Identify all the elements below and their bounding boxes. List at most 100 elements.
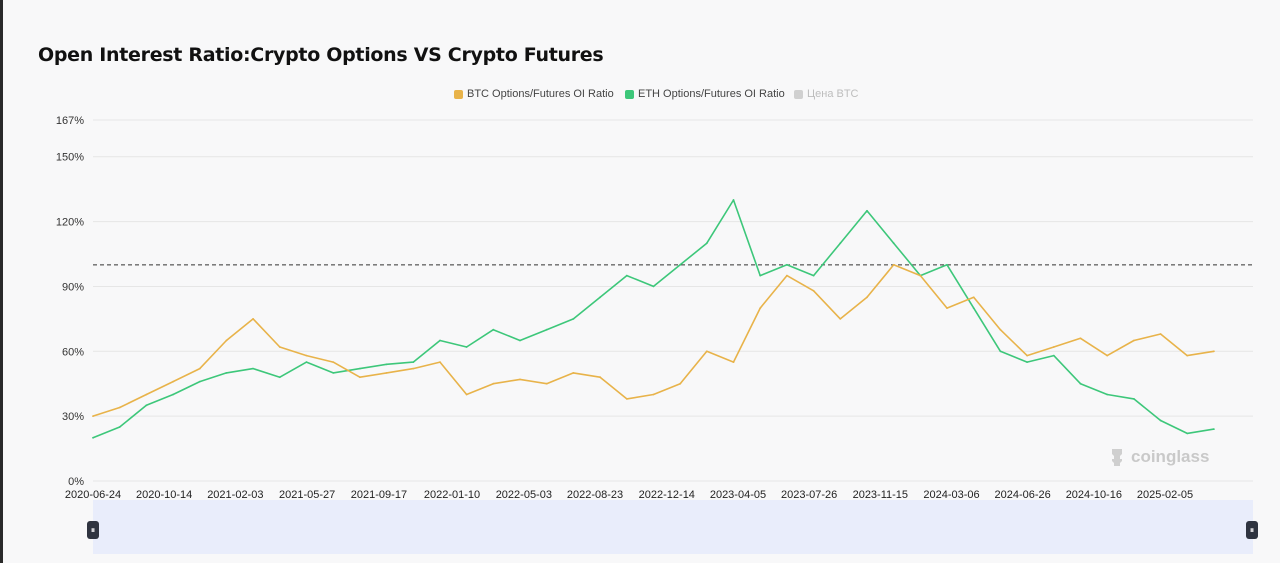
data-point-btc (545, 382, 548, 385)
data-point-btc (278, 346, 281, 348)
watermark: coinglass (1109, 447, 1209, 467)
data-point-eth (412, 361, 415, 363)
data-point-btc (1159, 333, 1162, 335)
data-point-eth (972, 307, 975, 309)
y-tick-label: 120% (56, 217, 84, 229)
legend-label-eth: ETH Options/Futures OI Ratio (638, 88, 785, 100)
data-point-eth (1052, 354, 1055, 357)
data-point-eth (332, 372, 335, 374)
data-point-btc (892, 263, 895, 266)
data-point-eth (1159, 419, 1162, 422)
data-point-eth (812, 274, 815, 277)
y-tick-label: 30% (62, 411, 84, 423)
x-tick-label: 2022-05-03 (496, 489, 552, 500)
data-point-btc (812, 289, 815, 292)
x-tick-label: 2024-10-16 (1066, 489, 1122, 500)
data-point-eth (92, 436, 94, 439)
line-chart: 0% 30% 60% 90% 120% 150% 167% 2020-06-24 2020-10… (56, 115, 1253, 500)
x-tick-label: 2021-05-27 (279, 489, 335, 500)
data-point-eth (679, 263, 682, 266)
data-point-eth (1133, 398, 1135, 400)
data-point-btc (332, 361, 335, 363)
x-tick-label: 2022-12-14 (639, 489, 695, 500)
data-point-btc (705, 350, 708, 353)
data-point-btc (839, 318, 842, 320)
data-point-eth (599, 296, 601, 299)
data-point-eth (1213, 428, 1215, 430)
data-point-eth (786, 263, 788, 266)
data-point-btc (572, 372, 575, 374)
x-tick-label: 2023-07-26 (781, 489, 837, 500)
y-tick-label: 60% (62, 346, 84, 358)
data-point-eth (1026, 361, 1028, 363)
data-point-btc (999, 328, 1002, 331)
y-tick-label: 90% (62, 281, 84, 293)
legend-item-btc-price[interactable]: Цена BTC (794, 88, 859, 100)
data-point-eth (465, 346, 468, 348)
data-point-btc (652, 393, 655, 396)
data-point-btc (305, 354, 308, 357)
data-point-eth (118, 426, 121, 428)
data-point-btc (1026, 354, 1028, 357)
legend-item-eth[interactable]: ETH Options/Futures OI Ratio (625, 88, 785, 100)
x-tick-label: 2021-02-03 (207, 489, 263, 500)
data-point-eth (732, 199, 735, 201)
data-point-eth (759, 274, 762, 277)
x-tick-label: 2023-04-05 (710, 489, 766, 500)
data-point-eth (705, 242, 708, 245)
data-point-eth (1106, 393, 1109, 396)
x-tick-label: 2021-09-17 (351, 489, 407, 500)
slider-right-handle[interactable]: ⏸ (1246, 521, 1258, 539)
x-tick-label: 2024-03-06 (923, 489, 979, 500)
data-point-btc (172, 380, 175, 383)
x-tick-label: 2023-11-15 (853, 489, 908, 500)
y-tick-label: 150% (56, 152, 84, 164)
data-point-eth (172, 393, 175, 396)
slider-left-handle[interactable]: ⏸ (87, 521, 99, 539)
data-point-btc (1079, 337, 1082, 340)
square-swatch-icon (625, 89, 634, 99)
data-point-btc (439, 361, 441, 363)
data-point-btc (385, 372, 388, 374)
data-point-btc (1213, 350, 1215, 353)
y-tick-label: 0% (68, 476, 84, 488)
series-line-eth (92, 199, 1215, 439)
data-point-eth (519, 339, 521, 342)
data-point-btc (252, 318, 255, 320)
data-point-eth (999, 350, 1002, 353)
data-point-eth (385, 363, 388, 366)
x-tick-label: 2024-06-26 (995, 489, 1051, 500)
data-point-btc (599, 376, 601, 379)
data-point-eth (1186, 432, 1189, 435)
data-point-eth (225, 372, 228, 374)
data-point-eth (1079, 382, 1082, 385)
data-point-btc (919, 274, 922, 277)
data-point-eth (252, 367, 255, 370)
square-swatch-icon (794, 89, 803, 99)
series-line-btc (92, 263, 1215, 417)
data-point-eth (839, 242, 842, 245)
watermark-text: coinglass (1131, 447, 1210, 466)
data-point-btc (866, 296, 868, 299)
data-point-btc (679, 382, 682, 385)
data-point-btc (625, 398, 628, 400)
data-point-btc (1186, 354, 1189, 357)
data-point-eth (625, 274, 628, 277)
data-point-btc (465, 393, 468, 396)
zoom-slider[interactable] (93, 500, 1253, 554)
data-point-eth (305, 361, 308, 363)
data-point-btc (1133, 339, 1135, 342)
legend-item-btc[interactable]: BTC Options/Futures OI Ratio (454, 88, 614, 100)
y-tick-label: 167% (56, 115, 84, 127)
data-point-eth (492, 328, 495, 331)
data-point-eth (652, 285, 655, 288)
legend-label-btc-price: Цена BTC (807, 88, 859, 100)
data-point-btc (145, 393, 148, 396)
chart-legend: BTC Options/Futures OI Ratio ETH Options… (3, 88, 1280, 104)
x-tick-label: 2022-08-23 (567, 489, 623, 500)
data-point-eth (359, 367, 361, 370)
data-point-eth (866, 209, 868, 212)
data-point-eth (892, 242, 895, 245)
data-point-eth (278, 376, 281, 379)
x-tick-label: 2020-06-24 (65, 489, 121, 500)
